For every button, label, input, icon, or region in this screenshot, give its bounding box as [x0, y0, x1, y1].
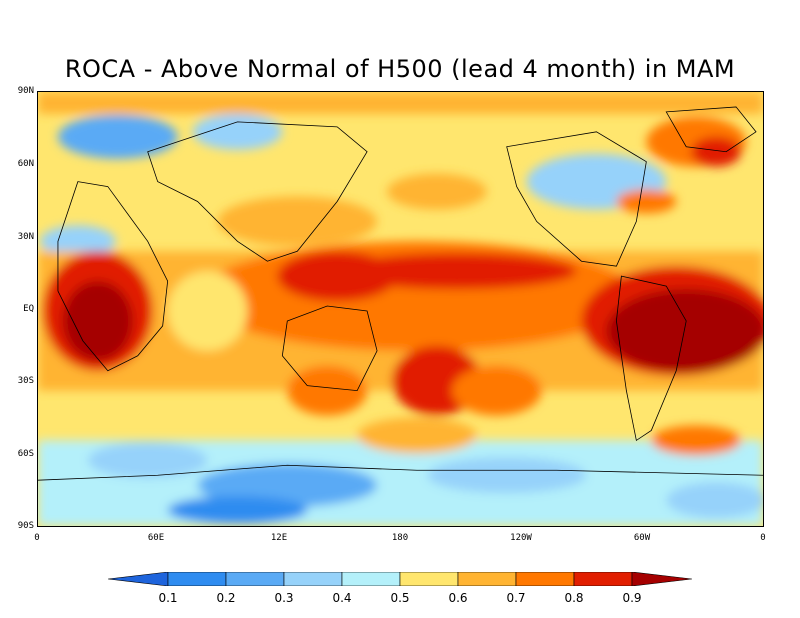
skill-map — [38, 92, 763, 526]
lat-label-60s: 60S — [17, 449, 34, 459]
colorbar-tick: 0.4 — [332, 591, 352, 605]
colorbar-segment — [341, 572, 401, 586]
colorbar-tick: 0.7 — [506, 591, 526, 605]
colorbar-tick: 0.3 — [274, 591, 294, 605]
colorbar-segment — [399, 572, 459, 586]
lon-label-120w: 120W — [510, 533, 532, 543]
map-plot-area — [37, 91, 764, 527]
colorbar-arrow-low — [108, 572, 169, 586]
colorbar-segment — [573, 572, 633, 586]
colorbar-segment — [515, 572, 575, 586]
colorbar-segment — [457, 572, 517, 586]
lon-label-120e: 12E — [270, 533, 288, 543]
colorbar-tick: 0.9 — [622, 591, 642, 605]
colorbar-segment — [167, 572, 227, 586]
lat-label-60n: 60N — [17, 159, 34, 169]
lon-label-60e: 60E — [147, 533, 165, 543]
lat-label-90s: 90S — [17, 521, 34, 531]
colorbar — [108, 572, 692, 586]
lon-label-0: 0 — [34, 533, 40, 543]
colorbar-tick: 0.1 — [158, 591, 178, 605]
lon-label-0-end: 0 — [760, 533, 766, 543]
colorbar-tick: 0.5 — [390, 591, 410, 605]
colorbar-tick: 0.6 — [448, 591, 468, 605]
lon-label-180: 180 — [391, 533, 409, 543]
lat-label-90n: 90N — [17, 86, 34, 96]
lat-label-30n: 30N — [17, 232, 34, 242]
lat-label-30s: 30S — [17, 376, 34, 386]
colorbar-segment — [283, 572, 343, 586]
colorbar-segment — [225, 572, 285, 586]
lat-label-eq: EQ — [23, 304, 34, 314]
colorbar-tick: 0.8 — [564, 591, 584, 605]
map-title: ROCA - Above Normal of H500 (lead 4 mont… — [64, 55, 736, 83]
lon-label-60w: 60W — [633, 533, 651, 543]
colorbar-arrow-high — [631, 572, 692, 586]
colorbar-tick: 0.2 — [216, 591, 236, 605]
